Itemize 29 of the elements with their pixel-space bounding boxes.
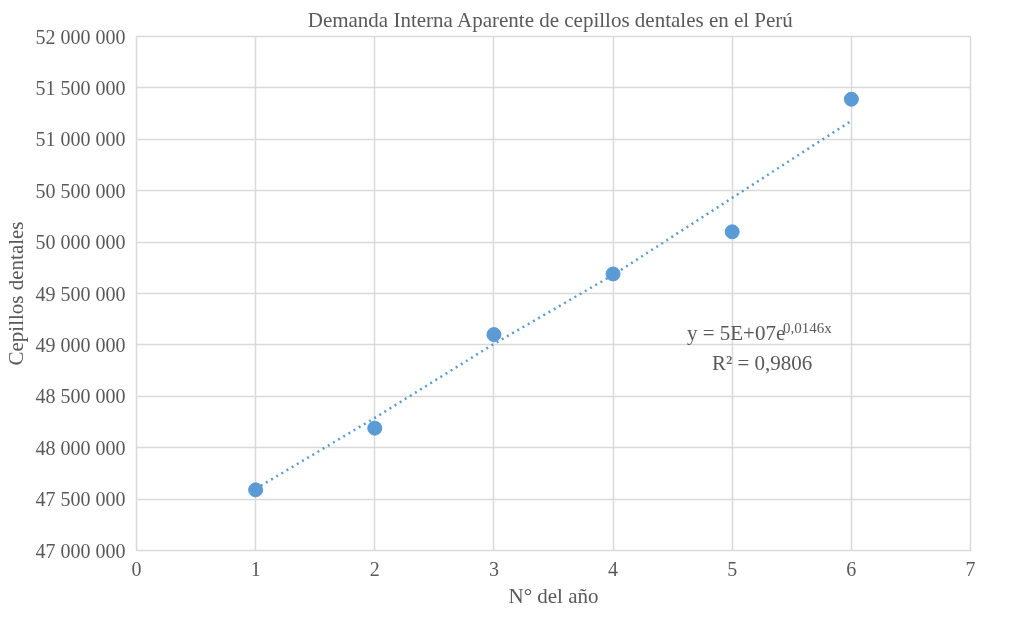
y-tick-label: 48 500 000	[35, 385, 126, 408]
y-tick-label: 49 500 000	[35, 282, 126, 305]
x-tick-label: 4	[608, 557, 619, 580]
y-tick-label: 50 500 000	[35, 179, 126, 202]
y-tick-label: 50 000 000	[35, 231, 126, 254]
x-tick-label: 6	[846, 557, 857, 580]
y-tick-label: 48 000 000	[35, 436, 126, 459]
point	[367, 420, 383, 436]
x-tick-label: 1	[250, 557, 261, 580]
chart-title: Demanda Interna Aparente de cepillos dentales en el Perú	[307, 7, 794, 32]
point	[843, 91, 859, 107]
x-axis-title: N° del año	[508, 583, 599, 608]
x-tick-label: 5	[727, 557, 738, 580]
y-tick-label: 49 000 000	[35, 333, 126, 356]
x-tick-label: 3	[488, 557, 499, 580]
point	[724, 224, 740, 240]
point	[605, 266, 621, 282]
y-tick-label: 47 500 000	[35, 488, 126, 511]
x-tick-label: 0	[131, 557, 142, 580]
point	[248, 482, 264, 498]
point	[486, 327, 502, 343]
annotation: R² = 0,9806	[711, 350, 813, 375]
x-tick-label: 2	[369, 557, 380, 580]
x-tick-label: 7	[965, 557, 976, 580]
y-tick-label: 51 000 000	[35, 128, 126, 151]
y-tick-label: 52 000 000	[35, 25, 126, 48]
y-tick-label: 47 000 000	[35, 539, 126, 562]
y-tick-label: 51 500 000	[35, 76, 126, 99]
y-axis-title: Cepillos dentales	[3, 221, 28, 366]
